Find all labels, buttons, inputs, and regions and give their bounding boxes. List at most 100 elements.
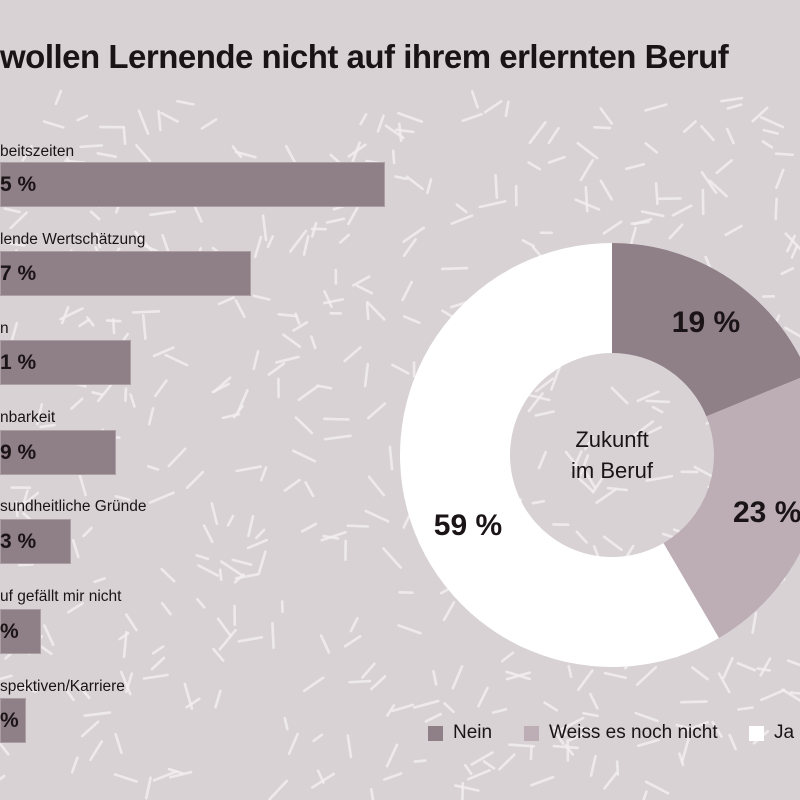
confetti-stroke (70, 397, 84, 410)
confetti-stroke (231, 558, 253, 566)
confetti-stroke (725, 127, 735, 145)
legend-label-weiss: Weiss es noch nicht (549, 722, 718, 743)
confetti-stroke (630, 226, 637, 245)
confetti-stroke (388, 445, 394, 471)
confetti-stroke (210, 502, 219, 526)
confetti-stroke (505, 670, 532, 681)
confetti-stroke (451, 665, 464, 690)
confetti-stroke (547, 126, 560, 145)
confetti-stroke (297, 385, 319, 402)
confetti-stroke (508, 743, 536, 748)
confetti-stroke (131, 310, 161, 314)
confetti-stroke (531, 245, 543, 258)
confetti-stroke (257, 550, 267, 576)
confetti-stroke (599, 179, 614, 201)
confetti-stroke (367, 475, 386, 497)
confetti-stroke (217, 296, 236, 306)
confetti-stroke (185, 697, 201, 709)
confetti-stroke (543, 701, 559, 712)
confetti-stroke (583, 436, 595, 451)
confetti-stroke (679, 700, 708, 704)
confetti-stroke (504, 100, 510, 118)
confetti-stroke (786, 659, 800, 667)
confetti-stroke (568, 733, 584, 742)
confetti-stroke (693, 465, 714, 478)
confetti-stroke (268, 779, 289, 800)
confetti-stroke (491, 707, 508, 714)
confetti-stroke (579, 158, 595, 182)
confetti-stroke (350, 141, 361, 167)
confetti-stroke (691, 666, 709, 681)
confetti-stroke (96, 152, 118, 158)
confetti-stroke (654, 181, 659, 206)
confetti-stroke (323, 434, 352, 441)
legend-item-weiss: Weiss es noch nicht (524, 722, 718, 744)
confetti-stroke (450, 214, 474, 225)
confetti-stroke (534, 410, 555, 417)
confetti-stroke (644, 103, 668, 112)
confetti-stroke (316, 769, 325, 784)
confetti-stroke (200, 118, 218, 130)
confetti-stroke (347, 143, 367, 158)
confetti-stroke (584, 185, 589, 213)
confetti-stroke (376, 114, 385, 133)
confetti-stroke (247, 514, 255, 538)
confetti-stroke (530, 775, 555, 787)
legend-label-nein: Nein (453, 722, 493, 743)
legend-label-ja: Ja (774, 722, 795, 743)
confetti-stroke (398, 122, 403, 143)
confetti-stroke (82, 526, 93, 538)
confetti-stroke (183, 682, 194, 710)
confetti-stroke (78, 685, 91, 700)
confetti-stroke (85, 316, 95, 327)
bar-0-label: beitszeiten (0, 143, 75, 160)
confetti-stroke (14, 500, 19, 518)
confetti-stroke (645, 474, 674, 482)
confetti-stroke (83, 711, 112, 718)
confetti-stroke (461, 112, 484, 123)
confetti-stroke (339, 233, 350, 244)
bar-3-value: 9 % (0, 441, 37, 464)
confetti-stroke (401, 280, 413, 302)
confetti-stroke (151, 645, 165, 655)
confetti-stroke (736, 661, 757, 672)
donut-label-weiss: 23 % (733, 496, 800, 529)
confetti-stroke (602, 535, 623, 552)
confetti-stroke (323, 290, 333, 308)
confetti-stroke (463, 763, 473, 776)
confetti-stroke (790, 244, 799, 259)
confetti-stroke (774, 152, 795, 157)
confetti-stroke (366, 300, 386, 321)
confetti-stroke (582, 466, 597, 489)
confetti-stroke (576, 141, 599, 160)
confetti-stroke (119, 670, 132, 696)
confetti-stroke (160, 601, 172, 616)
confetti-stroke (760, 688, 786, 702)
confetti-stroke (91, 391, 104, 397)
confetti-stroke (413, 699, 440, 709)
confetti-stroke (762, 128, 779, 135)
confetti-stroke (715, 159, 733, 175)
confetti-stroke (671, 204, 693, 217)
confetti-stroke (599, 107, 614, 125)
bar-6 (0, 698, 26, 743)
confetti-stroke (226, 514, 235, 527)
confetti-stroke (129, 393, 136, 408)
confetti-stroke (708, 179, 728, 198)
confetti-stroke (267, 362, 286, 376)
confetti-stroke (195, 597, 206, 609)
confetti-stroke (624, 163, 646, 171)
confetti-stroke (79, 144, 104, 149)
confetti-stroke (483, 100, 503, 114)
confetti-stroke (164, 353, 189, 367)
confetti-stroke (36, 403, 44, 426)
confetti-stroke (355, 284, 374, 295)
confetti-stroke (668, 223, 684, 240)
confetti-stroke (559, 716, 585, 732)
confetti-stroke (575, 530, 588, 544)
confetti-stroke (76, 114, 89, 122)
confetti-stroke (218, 628, 237, 651)
confetti-stroke (761, 140, 774, 149)
confetti-stroke (595, 487, 618, 504)
